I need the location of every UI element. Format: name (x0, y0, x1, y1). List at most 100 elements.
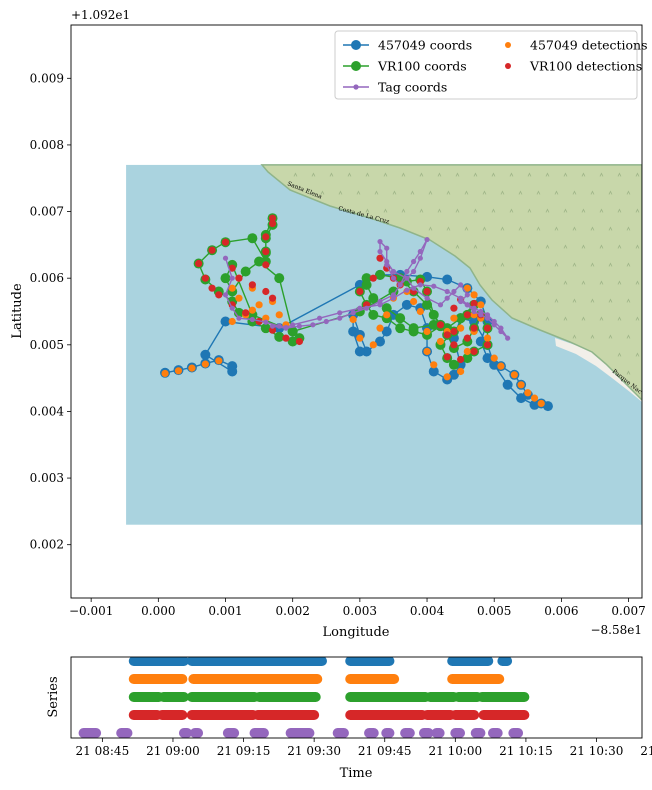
data-point-vr100-detections (356, 287, 364, 296)
data-point-457049-detections (510, 371, 518, 379)
data-point-tag-coords (411, 258, 417, 265)
data-point-tag-coords (417, 282, 423, 288)
data-point-vr100-coords (428, 309, 439, 320)
data-point-vr100-coords (381, 303, 392, 314)
data-point-457049-detections (228, 317, 236, 326)
map-x-tick-label: 0.004 (410, 604, 445, 618)
data-point-tag-coords (263, 319, 269, 325)
data-point-vr100-detections (470, 324, 478, 332)
map-series-layer (160, 213, 553, 412)
map-y-offset-label: +1.092e1 (71, 8, 130, 22)
legend-swatch (351, 61, 361, 71)
data-point-457049-detections (383, 311, 391, 319)
data-point-tag-coords (316, 315, 323, 321)
data-point-457049-coords (428, 366, 439, 377)
data-point-457049-detections (483, 334, 492, 342)
data-point-tag-coords (222, 292, 229, 298)
data-point-tag-coords (222, 255, 229, 261)
data-point-457049-detections (215, 357, 223, 365)
legend-entry: 457049 detections (505, 38, 648, 53)
time-x-tick-label: 21 10:00 (428, 744, 482, 758)
map-axes: Santa Elena Costa de La Cruz Parque Nac … (10, 8, 648, 640)
time-x-tick-label: 21 09:15 (217, 744, 271, 758)
data-point-457049-detections (188, 364, 196, 372)
map-y-ticks: 0.002 0.003 0.004 0.005 0.006 0.007 0.008 0.009 (30, 71, 71, 552)
data-point-vr100-detections (463, 311, 471, 319)
data-point-tag-coords (451, 288, 457, 295)
data-point-457049-detections (201, 360, 209, 368)
data-point-tag-coords (491, 318, 497, 325)
data-point-tag-coords (464, 292, 470, 298)
time-segment (425, 692, 459, 702)
map-x-axis-label: Longitude (323, 625, 390, 640)
data-point-vr100-coords (361, 279, 372, 290)
map-legend: 457049 coords VR100 coords Tag coords 45704… (334, 30, 648, 100)
data-point-vr100-coords (375, 269, 386, 280)
data-point-vr100-detections (268, 326, 277, 334)
data-point-vr100-detections (450, 327, 458, 336)
data-point-457049-detections (161, 369, 169, 378)
data-point-457049-detections (255, 301, 263, 309)
time-segment (478, 710, 530, 720)
data-point-vr100-detections (262, 261, 270, 269)
data-point-vr100-coords (462, 353, 473, 364)
data-point-tag-coords (283, 325, 289, 331)
data-point-457049-detections (262, 314, 270, 322)
data-point-tag-coords (458, 298, 464, 305)
data-point-vr100-detections (221, 238, 230, 246)
data-point-457049-detections (463, 347, 471, 356)
data-point-457049-coords (489, 359, 500, 370)
legend-entry: 457049 coords (343, 38, 472, 53)
data-point-tag-coords (350, 310, 356, 316)
data-point-vr100-coords (368, 309, 379, 320)
map-x-tick-label: −0.001 (69, 604, 113, 618)
time-series-layer (78, 657, 530, 738)
data-point-457049-coords (529, 399, 540, 410)
time-x-tick-label: 21 10:30 (570, 744, 624, 758)
time-segment (186, 657, 327, 666)
data-point-457049-detections (275, 311, 283, 319)
data-point-tag-coords (424, 236, 430, 243)
time-segment (332, 728, 349, 738)
data-point-tag-coords (498, 325, 504, 331)
data-point-tag-coords (437, 302, 444, 308)
data-point-tag-coords (377, 248, 383, 255)
time-x-axis-label: Time (340, 766, 373, 781)
data-point-457049-detections (228, 284, 236, 292)
time-segment (418, 728, 434, 738)
basemap-beach (555, 338, 642, 402)
data-point-457049-detections (369, 341, 377, 349)
legend-label: 457049 detections (530, 38, 648, 53)
data-point-tag-coords (444, 288, 450, 295)
legend-entry: Tag coords (343, 80, 447, 95)
data-point-tag-coords (431, 283, 437, 289)
data-point-457049-detections (376, 324, 384, 332)
data-point-vr100-detections (268, 219, 277, 228)
map-y-tick-label: 0.009 (30, 71, 64, 85)
data-point-457049-detections (450, 314, 458, 322)
data-point-vr100-coords (422, 299, 433, 310)
data-point-tag-coords (323, 318, 329, 325)
data-point-vr100-coords (274, 273, 285, 284)
data-point-457049-detections (423, 327, 431, 336)
data-point-vr100-coords (254, 256, 265, 267)
time-segment (254, 692, 321, 702)
data-point-tag-coords (337, 315, 343, 321)
data-point-457049-detections (430, 361, 438, 369)
data-point-vr100-detections (201, 274, 209, 282)
data-point-vr100-coords (395, 323, 406, 334)
time-segment (450, 728, 466, 738)
data-point-457049-coords (348, 326, 359, 337)
map-y-tick-label: 0.004 (30, 404, 65, 418)
time-segment (188, 674, 323, 684)
data-point-tag-coords (357, 305, 363, 311)
legend-entry: VR100 detections (505, 59, 642, 74)
data-point-tag-coords (471, 305, 477, 311)
data-point-457049-detections (470, 291, 478, 299)
legend-swatch (351, 40, 361, 50)
time-segment (249, 728, 269, 738)
time-row-tag-coords (78, 728, 524, 738)
data-point-vr100-detections (262, 287, 270, 296)
data-point-vr100-detections (215, 291, 223, 299)
data-point-457049-coords (442, 274, 453, 285)
